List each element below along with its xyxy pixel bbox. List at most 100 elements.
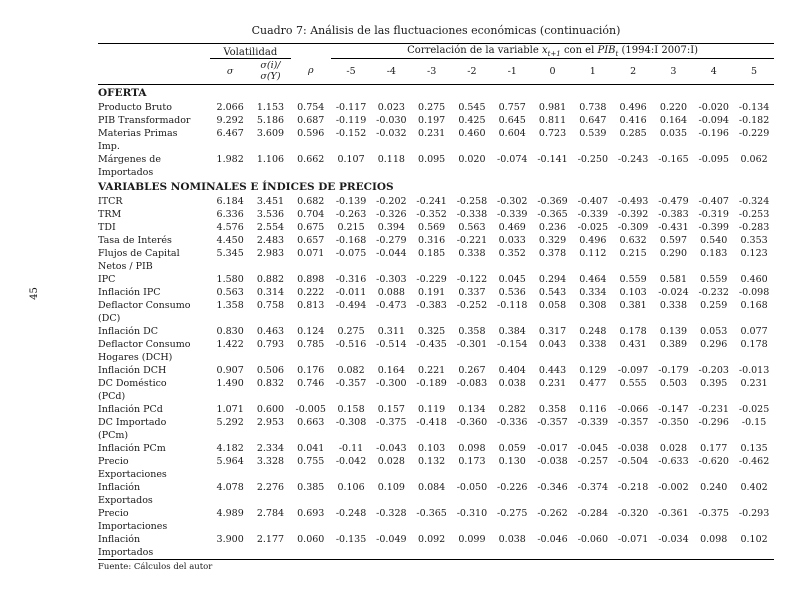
row-label: Inflación Importados — [98, 534, 154, 558]
cell-value: 0.215 — [619, 248, 647, 259]
cell-value: -0.328 — [376, 508, 407, 519]
table-row: DC Doméstico (PCd) 1.490 0.832 0.746 -0.357-… — [98, 377, 774, 403]
cell-value: 0.296 — [700, 339, 728, 350]
cell-value: 0.123 — [740, 248, 768, 259]
cell-value: -0.326 — [376, 209, 407, 220]
cell-value: -0.011 — [335, 287, 367, 298]
table-title: Cuadro 7: Análisis de las fluctuaciones … — [251, 24, 621, 37]
cell-value: 0.536 — [498, 287, 526, 298]
row-label: DC Doméstico (PCd) — [98, 378, 167, 402]
cell-value: 3.536 — [256, 209, 285, 220]
cell-value: 0.378 — [538, 248, 567, 259]
cell-value: 0.197 — [418, 115, 446, 126]
cell-value: 0.095 — [418, 154, 446, 165]
cell-value: 0.023 — [377, 102, 405, 113]
row-label: Inflación Exportados — [98, 482, 153, 506]
cell-value: 4.576 — [216, 222, 244, 233]
row-label: Inflación IPC — [98, 287, 161, 298]
correlacion-text-mid: con el — [560, 45, 598, 56]
cell-value: 0.116 — [579, 404, 607, 415]
cell-value: -0.361 — [658, 508, 689, 519]
cell-value: 0.682 — [297, 196, 325, 207]
cell-value: -0.339 — [497, 209, 528, 220]
cell-value: 0.981 — [538, 102, 567, 113]
cell-value: -0.135 — [335, 534, 367, 545]
cell-value: 0.559 — [619, 274, 647, 285]
cell-value: -0.493 — [617, 196, 649, 207]
cell-value: 0.084 — [418, 482, 446, 493]
cell-value: -0.399 — [698, 222, 729, 233]
cell-value: -0.034 — [658, 534, 689, 545]
cell-value: -0.431 — [658, 222, 689, 233]
cell-value: 0.215 — [337, 222, 365, 233]
cell-value: 0.308 — [579, 300, 607, 311]
correlacion-text: Correlación de la variable — [407, 45, 542, 56]
cell-value: 0.176 — [297, 365, 325, 376]
cell-value: -0.119 — [335, 115, 367, 126]
cell-value: -0.202 — [376, 196, 407, 207]
row-label: Producto Bruto — [98, 102, 172, 113]
cell-value: 0.431 — [619, 339, 647, 350]
cell-value: 0.329 — [538, 235, 567, 246]
cell-value: 0.236 — [538, 222, 567, 233]
empty-corner-cell — [98, 58, 210, 85]
cell-value: 0.338 — [458, 248, 486, 259]
cell-value: -0.232 — [698, 287, 729, 298]
cell-value: 0.662 — [297, 154, 325, 165]
cell-value: 0.259 — [700, 300, 728, 311]
cell-value: 0.285 — [619, 128, 647, 139]
cell-value: 0.358 — [538, 404, 567, 415]
cell-value: -0.365 — [537, 209, 568, 220]
cell-value: 6.184 — [216, 196, 244, 207]
cell-value: 0.028 — [659, 443, 688, 454]
cell-value: 1.358 — [216, 300, 244, 311]
table-row: Márgenes de Importados 1.982 1.106 0.662 0.1… — [98, 153, 774, 179]
cell-value: 0.183 — [700, 248, 728, 259]
cell-value: -0.066 — [617, 404, 649, 415]
cell-value: 0.317 — [538, 326, 567, 337]
cell-value: 0.758 — [256, 300, 285, 311]
cell-value: 0.164 — [377, 365, 405, 376]
table-row: TRM 6.336 3.536 0.704 -0.263 -0.326 -0.352 -0.3… — [98, 208, 774, 221]
row-label: Deflactor Consumo (DC) — [98, 300, 191, 324]
cell-value: -0.473 — [376, 300, 407, 311]
column-header: 0 — [532, 58, 573, 85]
cell-value: 0.294 — [538, 274, 567, 285]
cell-value: 0.540 — [700, 235, 728, 246]
cell-value: 0.545 — [458, 102, 486, 113]
cell-value: -0.231 — [698, 404, 729, 415]
cell-value: 0.222 — [297, 287, 325, 298]
cell-value: 0.231 — [418, 128, 446, 139]
cell-value: -0.296 — [698, 417, 729, 428]
cell-value: -0.11 — [338, 443, 364, 454]
cell-value: -0.352 — [416, 209, 447, 220]
cell-value: 0.395 — [700, 378, 728, 389]
cell-value: -0.338 — [456, 209, 488, 220]
cell-value: -0.229 — [738, 128, 770, 139]
cell-value: -0.435 — [416, 339, 447, 350]
table-row: Inflación IPC 0.563 0.314 0.222 -0.011 0.088 0… — [98, 286, 774, 299]
cell-value: 2.177 — [256, 534, 285, 545]
cell-value: 9.292 — [216, 115, 244, 126]
cell-value: 1.071 — [216, 404, 244, 415]
cell-value: 0.443 — [538, 365, 567, 376]
cell-value: 0.337 — [458, 287, 486, 298]
cell-value: -0.025 — [738, 404, 770, 415]
cell-value: -0.346 — [537, 482, 568, 493]
cell-value: 0.469 — [498, 222, 526, 233]
cell-value: 0.723 — [538, 128, 567, 139]
cell-value: -0.045 — [577, 443, 609, 454]
cell-value: -0.182 — [738, 115, 770, 126]
cell-value: 0.290 — [659, 248, 688, 259]
cell-value: -0.038 — [537, 456, 568, 467]
cell-value: -0.620 — [698, 456, 729, 467]
cell-value: -0.074 — [497, 154, 528, 165]
table-row: Producto Bruto 2.066 1.153 0.754 -0.117 0.023… — [98, 101, 774, 114]
column-header: σ(i)/σ(Y) — [250, 58, 291, 85]
cell-value: 0.139 — [659, 326, 688, 337]
cell-value: 0.130 — [498, 456, 526, 467]
table-content: Cuadro 7: Análisis de las fluctuaciones … — [98, 24, 775, 572]
row-label: Deflactor Consumo Hogares (DCH) — [98, 339, 191, 363]
cell-value: -0.042 — [335, 456, 367, 467]
cell-value: 1.106 — [256, 154, 285, 165]
